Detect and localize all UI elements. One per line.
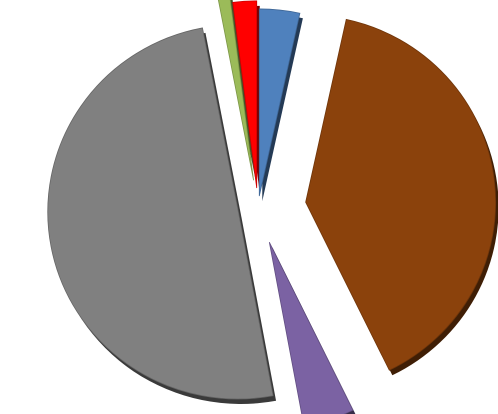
slice-depth-3 <box>272 247 356 414</box>
pie-slice-6 <box>232 0 258 189</box>
pie-slice-1 <box>258 8 301 197</box>
pie-slice-3 <box>268 241 354 414</box>
pie-slice-2 <box>305 18 496 371</box>
pie-slices <box>47 0 496 414</box>
pie-slice-4 <box>47 27 274 400</box>
pie-slice-5 <box>217 0 254 181</box>
